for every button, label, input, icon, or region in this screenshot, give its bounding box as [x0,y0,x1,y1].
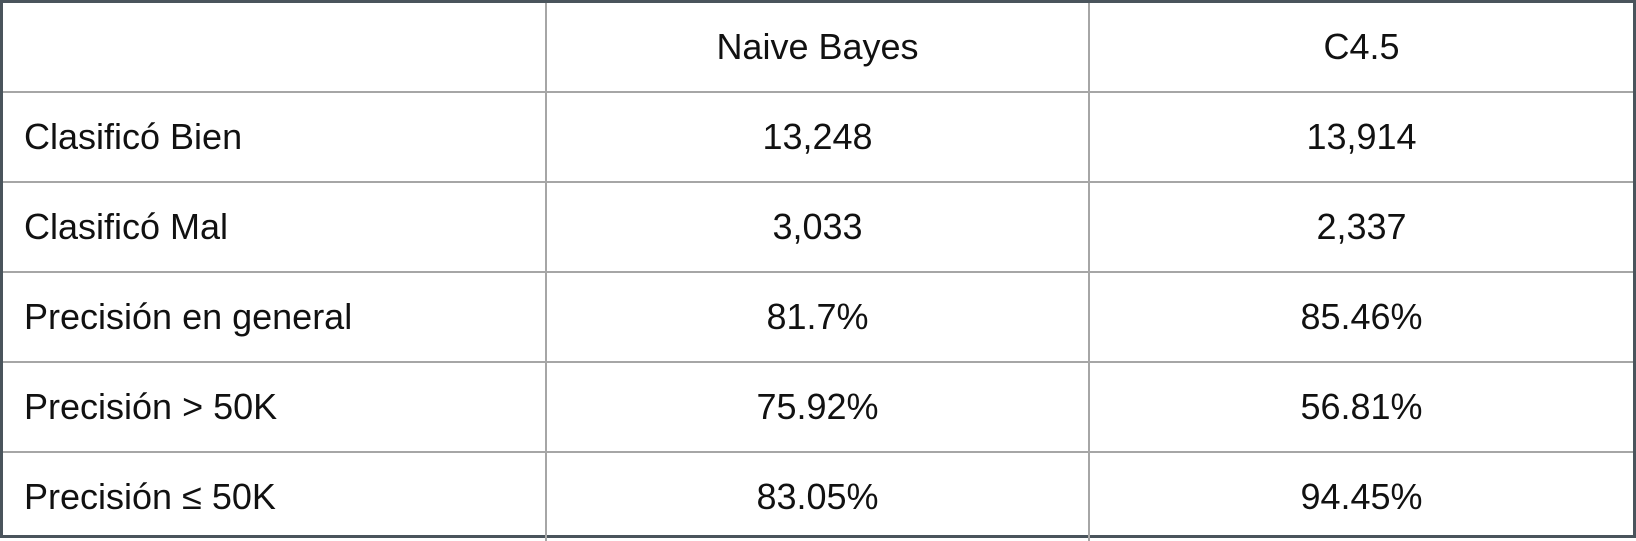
row-label: Precisión ≤ 50K [3,451,547,541]
comparison-table: Naive Bayes C4.5 Clasificó Bien 13,248 1… [3,3,1633,541]
table-header-row: Naive Bayes C4.5 [3,3,1633,93]
table-row: Precisión ≤ 50K 83.05% 94.45% [3,451,1633,541]
row-label: Clasificó Bien [3,92,547,183]
cell-c45: 94.45% [1088,451,1633,541]
cell-c45: 56.81% [1088,361,1633,453]
column-header-c45: C4.5 [1088,3,1633,93]
table-row: Precisión > 50K 75.92% 56.81% [3,361,1633,453]
cell-naive-bayes: 13,248 [545,92,1090,183]
row-label: Precisión > 50K [3,361,547,453]
table-row: Clasificó Bien 13,248 13,914 [3,92,1633,183]
cell-c45: 85.46% [1088,271,1633,363]
cell-c45: 2,337 [1088,181,1633,273]
column-header-naive-bayes: Naive Bayes [545,3,1090,93]
cell-naive-bayes: 3,033 [545,181,1090,273]
cell-naive-bayes: 81.7% [545,271,1090,363]
corner-cell [3,3,547,93]
cell-c45: 13,914 [1088,92,1633,183]
cell-naive-bayes: 83.05% [545,451,1090,541]
cell-naive-bayes: 75.92% [545,361,1090,453]
row-label: Clasificó Mal [3,181,547,273]
row-label: Precisión en general [3,271,547,363]
table-row: Clasificó Mal 3,033 2,337 [3,181,1633,273]
table-row: Precisión en general 81.7% 85.46% [3,271,1633,363]
